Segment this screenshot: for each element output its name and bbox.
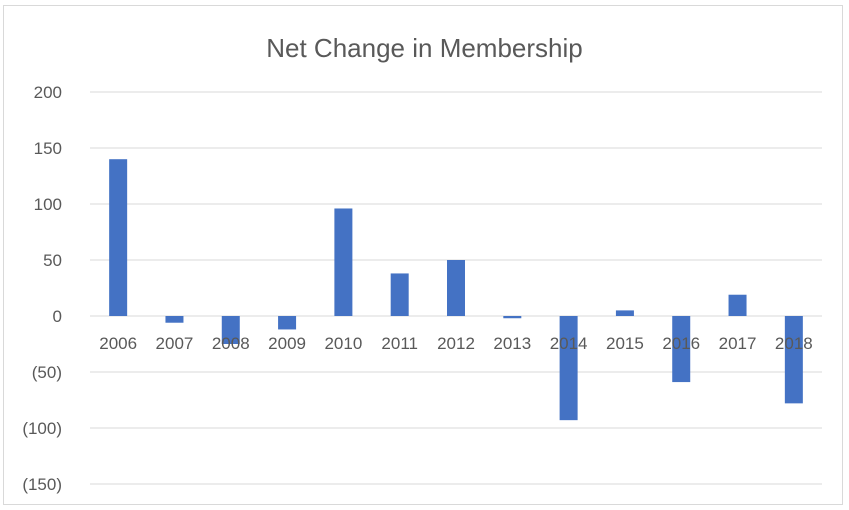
y-tick-label: 200	[34, 83, 62, 102]
x-axis-ticks: 2006 2007 2008 2009 2010 2011 2012 2013 2014 2015…	[99, 334, 813, 353]
bar-2013	[503, 316, 522, 319]
x-tick-label: 2014	[550, 334, 588, 353]
x-tick-label: 2015	[606, 334, 644, 353]
x-tick-label: 2018	[775, 334, 813, 353]
y-tick-label: 50	[43, 251, 62, 270]
x-tick-label: 2017	[719, 334, 757, 353]
y-axis-ticks: 200 150 100 50 0 (50) (100) (150)	[22, 83, 62, 494]
x-tick-label: 2013	[493, 334, 531, 353]
bar-2017	[728, 294, 747, 316]
bar-2009	[278, 316, 297, 330]
x-tick-label: 2009	[268, 334, 306, 353]
bar-2012	[447, 260, 465, 316]
y-tick-label: 100	[34, 195, 62, 214]
x-tick-label: 2016	[662, 334, 700, 353]
chart-frame	[3, 5, 843, 505]
y-tick-label: 150	[34, 139, 62, 158]
y-tick-label: (100)	[22, 419, 62, 438]
bar-2018	[784, 316, 803, 404]
bar-2006	[109, 159, 128, 316]
bar-2008	[221, 316, 240, 344]
bar-2014	[559, 316, 578, 421]
y-tick-label: (150)	[22, 475, 62, 494]
x-tick-label: 2012	[437, 334, 475, 353]
bar-2007	[165, 316, 184, 323]
bar-2011	[390, 273, 409, 316]
x-tick-label: 2006	[99, 334, 137, 353]
bar-2010	[334, 208, 353, 316]
y-tick-label: 0	[53, 307, 62, 326]
x-tick-label: 2007	[156, 334, 194, 353]
x-tick-label: 2008	[212, 334, 250, 353]
bars	[109, 159, 803, 421]
y-tick-label: (50)	[32, 363, 62, 382]
chart-title: Net Change in Membership	[266, 33, 583, 63]
bar-2016	[672, 316, 691, 383]
gridlines	[90, 91, 822, 485]
x-tick-label: 2010	[324, 334, 362, 353]
bar-2015	[615, 310, 634, 316]
x-tick-label: 2011	[381, 334, 418, 353]
